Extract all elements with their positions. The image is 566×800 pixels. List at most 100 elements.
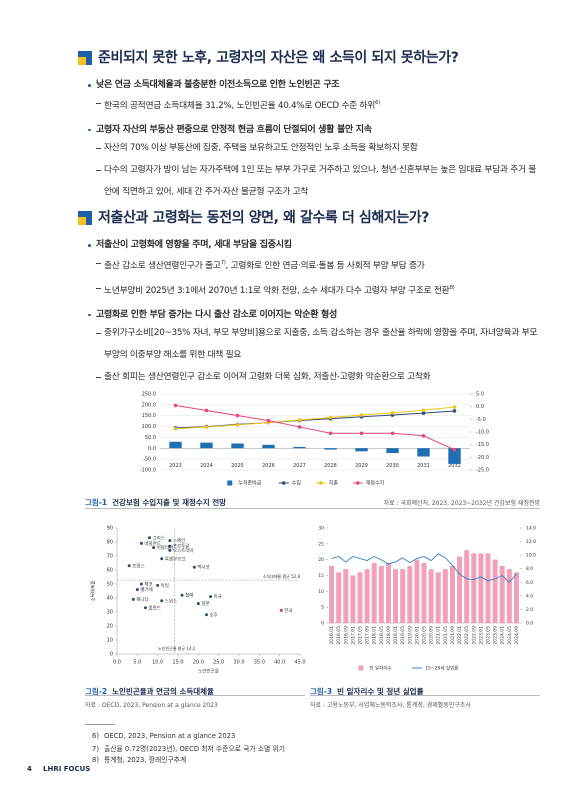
x-tick-label: 2017.01 <box>350 626 356 645</box>
line-marker <box>328 415 333 420</box>
x-tick-label: 2018.05 <box>379 626 385 645</box>
x-axis-label: 노인빈곤율 <box>198 668 219 675</box>
legend-label: 지출 <box>329 480 339 487</box>
line <box>175 406 455 430</box>
point-label: 멕시코 <box>197 564 209 571</box>
bar <box>350 575 356 623</box>
scatter-point <box>148 536 152 540</box>
line-marker <box>390 411 395 415</box>
x-tick-label: 20.0 <box>193 660 204 666</box>
y2-tick-label: -25.0 <box>476 468 489 474</box>
point-label: 스위스 <box>165 597 177 604</box>
footnote-mark: 8) <box>92 756 99 764</box>
x-tick-label: 2017.09 <box>365 626 371 645</box>
line-marker <box>421 411 426 415</box>
footnote-rule <box>85 724 115 725</box>
sub-item: 중위가구소비[20~35% 자녀, 부모 부양비]용으로 지출중, 소득 감소하… <box>96 322 540 366</box>
x-tick-label: 2027 <box>293 463 306 469</box>
bar <box>262 444 275 449</box>
bar <box>449 566 455 623</box>
sub-dash <box>96 332 101 334</box>
y2-tick-label: -5.0 <box>476 417 486 423</box>
bullet-dot <box>88 244 91 247</box>
legend-swatch <box>355 481 360 485</box>
y2-tick-label: 4.0 <box>526 593 533 599</box>
y-tick-label: 250.0 <box>142 392 156 398</box>
y2-tick-label: 8.0 <box>526 566 533 572</box>
bar <box>385 562 391 623</box>
point-label: 캐나다 <box>136 596 149 603</box>
heading-text: 저출산과 고령화는 동전의 양면, 왜 갈수록 더 심해지는가? <box>98 210 429 226</box>
scatter-point <box>209 595 213 599</box>
x-tick-label: 2022.05 <box>464 626 470 645</box>
x-tick-label: 2032 <box>448 463 461 469</box>
figure-title: 노인빈곤율과 연금의 소득대체율 <box>112 687 214 696</box>
figure-caption: 그림-1 건강보험 수입지출 및 재정수지 전망 <box>85 497 226 508</box>
footnote-ref: 6) <box>375 100 381 106</box>
figure-number: 그림-3 <box>310 687 333 696</box>
line-marker <box>173 426 178 431</box>
scatter-point <box>204 613 208 617</box>
line-marker <box>359 431 364 436</box>
bar <box>428 569 434 623</box>
footnote-mark: 7) <box>92 745 99 753</box>
line-marker <box>297 425 302 429</box>
x-tick-label: 2026 <box>262 463 275 469</box>
footnote-ref: 8) <box>449 284 455 291</box>
point-label: 네덜란드 <box>144 540 161 547</box>
legend-label: 누적준비금 <box>238 480 261 487</box>
sub-dash <box>96 103 101 104</box>
scatter-point <box>279 608 283 612</box>
line-marker <box>328 431 333 436</box>
sub-text: 출산 회피는 생산연령인구 감소로 이어져 고령화 더욱 심화, 저출산-고령화… <box>104 371 431 382</box>
x-tick-label: 2024.05 <box>507 626 513 645</box>
line-marker <box>204 425 209 429</box>
scatter-point <box>180 593 184 597</box>
bullet-text: 고령자 자산의 부동산 편중으로 안정적 현금 흐름이 단절되어 생활 불안 지… <box>96 124 372 135</box>
y-axis-label: 소득대체율 <box>90 581 97 602</box>
y-tick-label: 150.0 <box>142 413 156 419</box>
scatter-point <box>139 582 143 586</box>
y-tick-label: 80 <box>107 540 113 546</box>
y2-tick-label: 2.0 <box>526 607 533 613</box>
section-heading: 준비되지 못한 노후, 고령자의 자산은 왜 소득이 되지 못하는가? <box>78 48 540 68</box>
sub-dash <box>96 376 101 378</box>
bar <box>324 448 337 450</box>
y-tick-label: 0.0 <box>148 446 156 452</box>
scatter-point <box>160 599 164 603</box>
bullet-item: 고령자 자산의 부동산 편중으로 안정적 현금 흐름이 단절되어 생활 불안 지… <box>88 123 540 137</box>
x-tick-label: 2023.09 <box>493 626 499 645</box>
y-tick-label: 50.0 <box>145 435 156 441</box>
scatter-point <box>135 588 139 592</box>
point-label: 포르투갈 <box>173 543 190 550</box>
y2-tick-label: 6.0 <box>526 580 533 586</box>
x-tick-label: 2021.09 <box>450 626 456 645</box>
sub-text: 노년부양비 2025년 3:1에서 2070년 1:1로 악화 전망, 소수 세… <box>104 285 450 296</box>
point-label: 일본 <box>201 600 209 607</box>
bar <box>471 553 477 623</box>
y-tick-label: 90 <box>107 526 113 532</box>
legend-swatch <box>318 481 323 485</box>
y-tick-label: 0 <box>321 621 324 627</box>
y-tick-label: 10 <box>318 589 324 595</box>
y2-tick-label: -15.0 <box>476 442 489 448</box>
scatter-point <box>131 597 135 601</box>
line <box>175 404 455 451</box>
heading-icon <box>78 211 92 225</box>
y2-tick-label: -10.0 <box>476 430 489 436</box>
x-tick-label: 2016.05 <box>336 626 342 645</box>
line-marker <box>359 413 364 417</box>
bar <box>400 569 406 623</box>
line-marker <box>173 403 178 408</box>
bullet-dot <box>88 128 91 132</box>
footnote-text: OECD, 2023, Pension at a glance 2023 <box>104 732 236 740</box>
x-tick-label: 40.0 <box>274 660 285 666</box>
figure-caption: 그림-2 노인빈곤율과 연금의 소득대체율 <box>85 686 214 697</box>
x-tick-label: 2022.01 <box>457 626 463 645</box>
sub-text: 한국의 공적연금 소득대체율 31.2%, 노인빈곤율 40.4%로 OECD … <box>104 100 376 111</box>
section-heading: 저출산과 고령화는 동전의 양면, 왜 갈수록 더 심해지는가? <box>78 208 540 228</box>
bar <box>414 559 420 623</box>
x-tick-label: 2024.01 <box>500 626 506 645</box>
point-label: 벨기에 <box>140 586 152 593</box>
footnote-ref: 7) <box>220 260 226 266</box>
